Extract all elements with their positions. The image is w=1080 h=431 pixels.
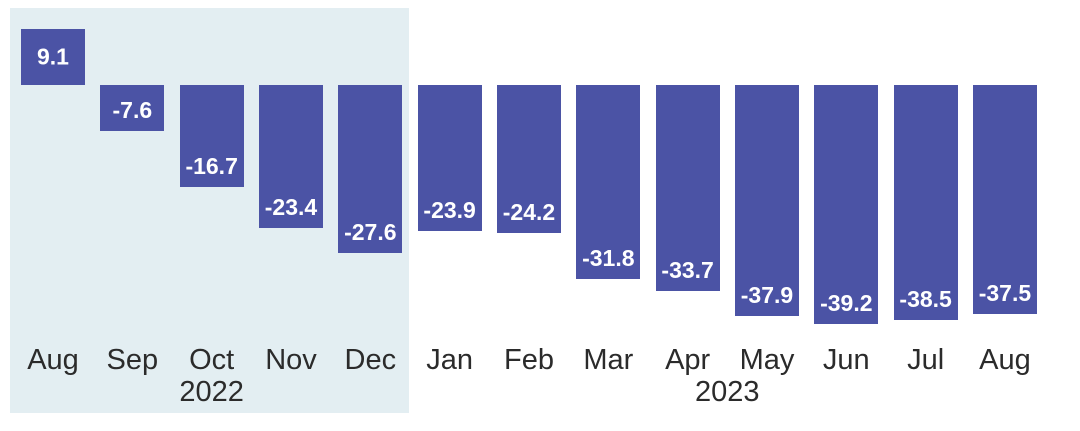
bar-value-label: 9.1: [37, 43, 69, 70]
bar-mar-7: -31.8: [576, 85, 641, 279]
x-axis-label-jan-5: Jan: [426, 344, 474, 376]
x-axis-label-nov-3: Nov: [265, 344, 317, 376]
bar-aug-0: 9.1: [21, 29, 85, 85]
bar-value-label: -23.4: [264, 193, 318, 220]
year-label-2022: 2022: [179, 376, 244, 408]
bar-jun-10: -39.2: [814, 85, 879, 325]
x-axis-label-jul-11: Jul: [907, 344, 945, 376]
x-axis-label-dec-4: Dec: [344, 344, 397, 376]
bar-sep-1: -7.6: [100, 85, 165, 132]
bar-jan-5: -23.9: [417, 85, 482, 231]
bar-value-label: -37.5: [978, 279, 1032, 306]
bar-feb-6: -24.2: [496, 85, 561, 233]
x-axis-label-apr-8: Apr: [665, 344, 711, 376]
bar-value-label: -33.7: [661, 256, 714, 283]
bar-value-label: -23.9: [423, 196, 476, 223]
bar-aug-12: -37.5: [972, 85, 1037, 314]
bar-value-label: -24.2: [502, 198, 556, 225]
x-axis-label-may-9: May: [739, 344, 795, 376]
bar-value-label: -39.2: [820, 290, 873, 317]
year-label-2023: 2023: [695, 376, 760, 408]
bar-value-label: -27.6: [344, 219, 397, 246]
bar-oct-2: -16.7: [179, 85, 244, 187]
x-axis-label-feb-6: Feb: [503, 344, 554, 376]
bar-value-label: -7.6: [112, 97, 153, 124]
bar-may-9: -37.9: [734, 85, 799, 317]
bar-apr-8: -33.7: [655, 85, 720, 291]
x-axis-label-aug-0: Aug: [27, 344, 79, 376]
bar-dec-4: -27.6: [338, 85, 403, 254]
bar-value-label: -37.9: [740, 282, 794, 309]
bar-nov-3: -23.4: [258, 85, 323, 228]
x-axis-label-mar-7: Mar: [583, 344, 634, 376]
x-axis-label-aug-12: Aug: [979, 344, 1031, 376]
bar-jul-11: -38.5: [893, 85, 958, 320]
bar-value-label: -38.5: [899, 285, 952, 312]
x-axis-label-jun-10: Jun: [822, 344, 870, 376]
bar-value-label: -31.8: [582, 244, 635, 271]
x-axis-label-sep-1: Sep: [106, 344, 159, 376]
x-axis-label-oct-2: Oct: [189, 344, 235, 376]
bar-value-label: -16.7: [185, 152, 238, 179]
